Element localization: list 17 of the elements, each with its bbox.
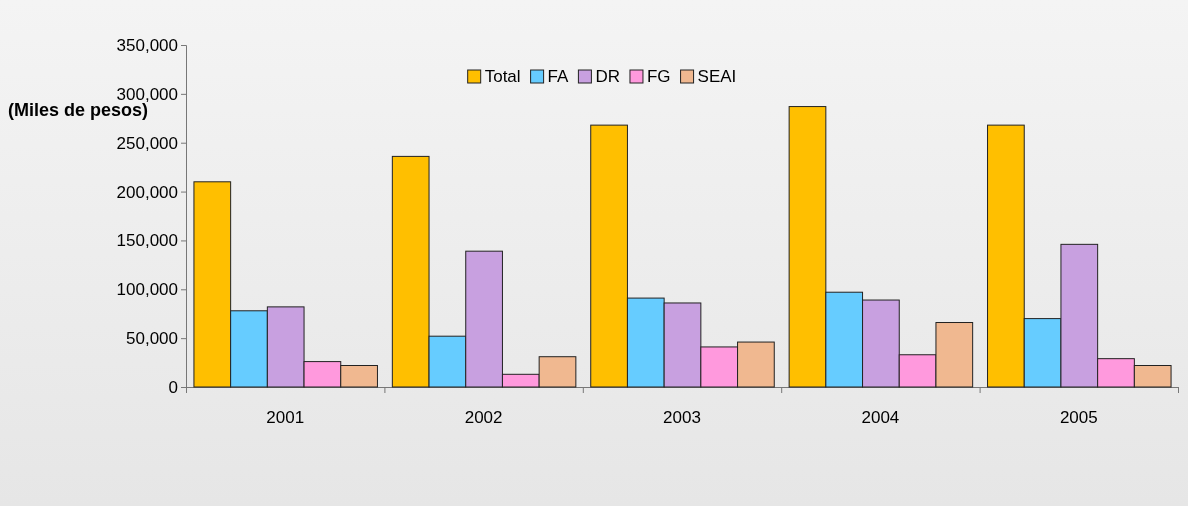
legend-label: FA bbox=[547, 67, 570, 86]
x-tick-label: 2003 bbox=[663, 408, 701, 427]
legend-label: FG bbox=[646, 67, 671, 86]
y-tick-label: 0 bbox=[168, 377, 178, 397]
y-tick-label: 350,000 bbox=[116, 35, 178, 55]
y-tick-label: 50,000 bbox=[126, 329, 178, 349]
y-tick-label: 150,000 bbox=[116, 231, 178, 251]
x-tick-label: 2002 bbox=[464, 408, 503, 427]
y-tick-label: 200,000 bbox=[116, 182, 178, 202]
legend-label: SEAI bbox=[697, 67, 737, 86]
y-tick-label: 100,000 bbox=[116, 280, 178, 300]
x-tick-label: 2005 bbox=[1059, 408, 1098, 427]
legend-label: DR bbox=[595, 67, 620, 86]
x-tick-label: 2001 bbox=[266, 408, 305, 427]
x-tick-label: 2004 bbox=[861, 408, 900, 427]
legend-label: Total bbox=[484, 67, 521, 86]
y-tick-label: 250,000 bbox=[116, 133, 178, 153]
